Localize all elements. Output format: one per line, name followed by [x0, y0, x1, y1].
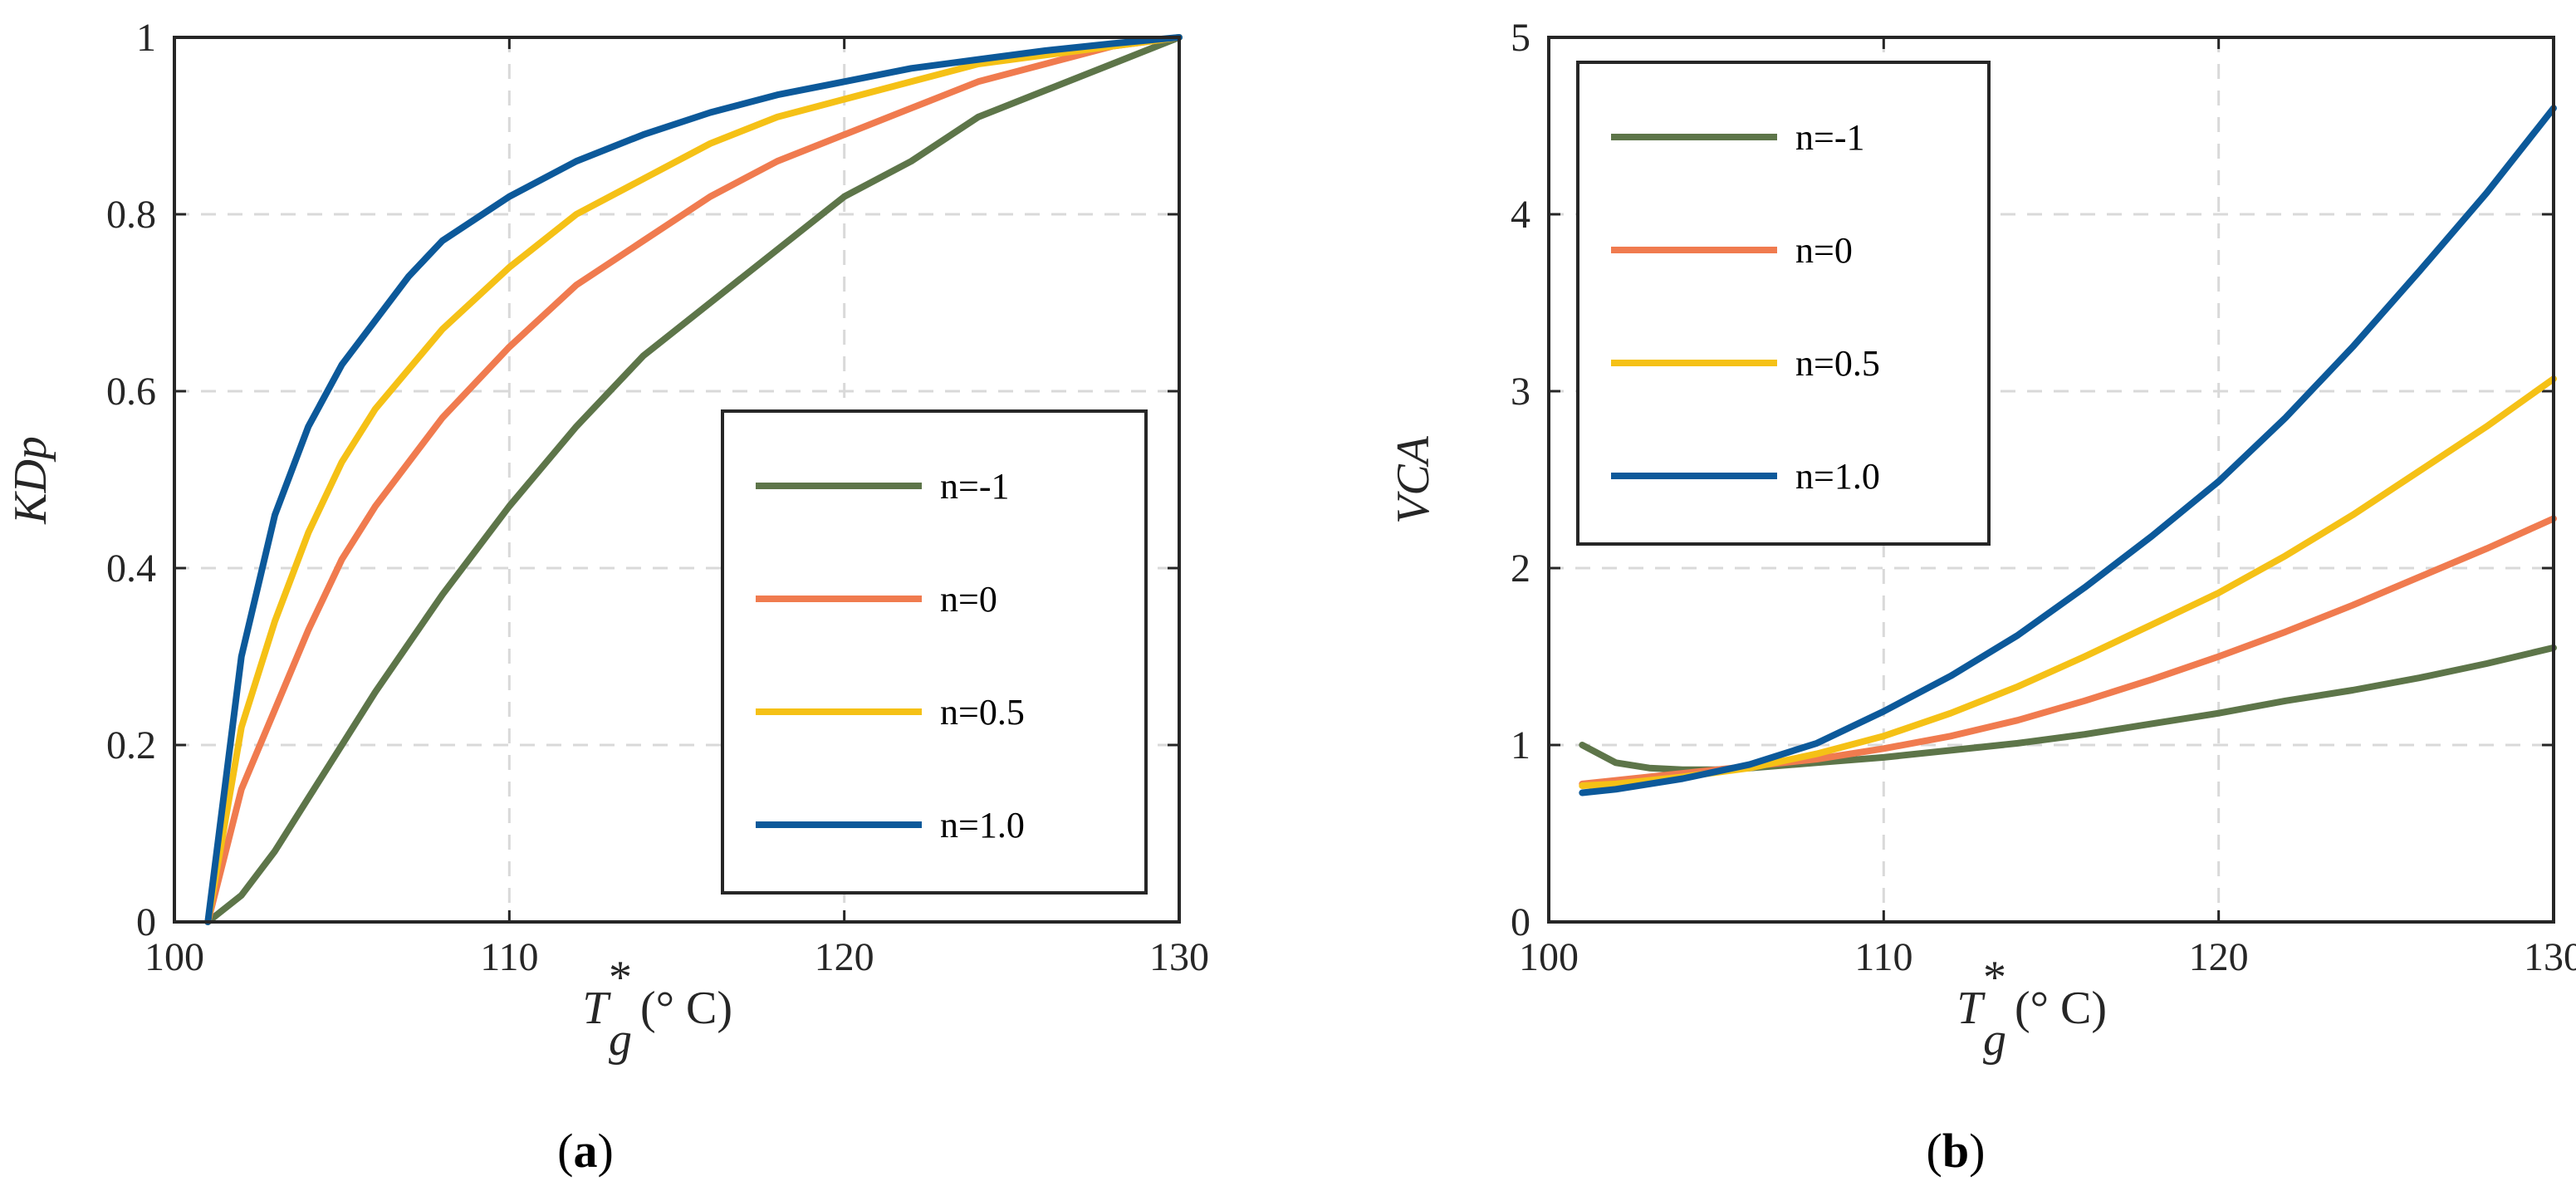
- y-tick-label: 2: [1511, 547, 1530, 591]
- series-line-n=0.5: [204, 34, 1183, 925]
- panel-label-letter: a: [574, 1124, 598, 1178]
- x-tick-label: 110: [1854, 935, 1912, 979]
- legend: n=-1 n=0 n=0.5 n=1.0: [721, 409, 1148, 895]
- y-tick-label: 1: [136, 16, 156, 60]
- y-tick-label: 1: [1511, 723, 1530, 767]
- y-tick-label: 3: [1511, 370, 1530, 414]
- legend-label: n=0.5: [1795, 343, 1880, 384]
- y-tick-label: 0.8: [106, 193, 156, 237]
- x-tick-label: 120: [815, 935, 874, 979]
- x-axis-label-unit: (° C): [640, 983, 732, 1034]
- y-tick-label: 5: [1511, 16, 1530, 60]
- legend-label: n=-1: [940, 466, 1009, 507]
- x-tick-label: 100: [1519, 935, 1579, 979]
- x-tick-label: 130: [2524, 935, 2576, 979]
- panel-label-close: ): [1969, 1124, 1985, 1178]
- series-line-n=1.0: [204, 34, 1183, 925]
- y-tick-label: 0.2: [106, 723, 156, 767]
- panel-label-close: ): [598, 1124, 614, 1178]
- x-tick-label: 100: [144, 935, 204, 979]
- plot-frame: [173, 36, 1181, 924]
- panel-label-open: (: [1927, 1124, 1942, 1178]
- y-tick-label: 0.6: [106, 370, 156, 414]
- chart-panel-a: 100 110 120 130 0 0.2 0.4 0.6 0.8 1 KDp T* g (° C) n=…: [5, 16, 1209, 1178]
- y-axis-label: KDp: [5, 436, 56, 525]
- legend: n=-1 n=0 n=0.5 n=1.0: [1576, 61, 1991, 546]
- series-line-n=-1: [1579, 644, 2557, 773]
- legend-box: [721, 409, 1148, 895]
- x-axis-label: T* g (° C): [1956, 952, 2107, 1066]
- legend-label: n=0.5: [940, 692, 1025, 733]
- series-line-n=-1: [204, 34, 1183, 925]
- legend-label: n=0: [940, 579, 997, 620]
- x-axis-label: T* g (° C): [582, 952, 732, 1066]
- panel-label-open: (: [557, 1124, 573, 1178]
- x-axis-label-superscript: *: [1983, 952, 2006, 1003]
- x-axis-label-symbol: T: [582, 983, 611, 1034]
- series-line-n=1.0: [1579, 105, 2557, 797]
- x-axis-label-subscript: g: [1983, 1014, 2006, 1066]
- chart-panel-b: 100 110 120 130 0 1 2 3 4 5 VCA T* g (° C) n=-1 n=0 n=0…: [1388, 16, 2576, 1178]
- plot-frame: [1547, 36, 2555, 924]
- x-axis-label-subscript: g: [609, 1014, 632, 1066]
- y-axis-label: VCA: [1388, 435, 1439, 524]
- legend-label: n=0: [1795, 230, 1853, 271]
- x-axis-label-symbol: T: [1956, 983, 1986, 1034]
- x-tick-label: 130: [1149, 935, 1209, 979]
- y-tick-label: 0.4: [106, 547, 156, 591]
- y-tick-label: 0: [136, 900, 156, 944]
- series-line-n=0: [204, 34, 1183, 925]
- legend-label: n=1.0: [1795, 456, 1880, 497]
- y-tick-label: 0: [1511, 900, 1530, 944]
- panel-label-letter: b: [1942, 1124, 1969, 1178]
- x-tick-label: 110: [480, 935, 538, 979]
- legend-label: n=1.0: [940, 805, 1025, 846]
- legend-label: n=-1: [1795, 117, 1864, 158]
- x-tick-label: 120: [2189, 935, 2249, 979]
- panel-label: (b): [1927, 1124, 1986, 1178]
- panel-label: (a): [557, 1124, 614, 1178]
- legend-box: [1576, 61, 1991, 546]
- x-axis-label-unit: (° C): [2015, 983, 2107, 1034]
- y-tick-label: 4: [1511, 193, 1530, 237]
- x-axis-label-superscript: *: [609, 952, 632, 1003]
